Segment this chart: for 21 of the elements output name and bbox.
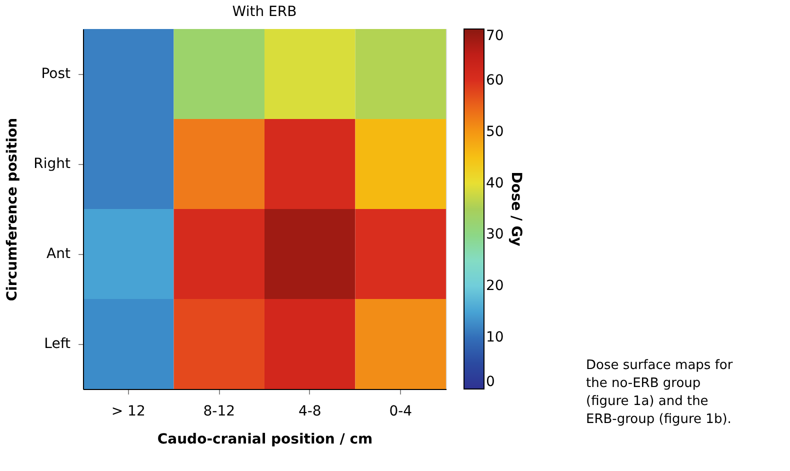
text: Dose surface maps for the no-ERB group (figure 1a) and the ERB-group (figure 1b). bbox=[586, 358, 734, 427]
color-bar-label: 30 bbox=[486, 226, 504, 243]
y-tick-label: Ant bbox=[46, 246, 71, 262]
x-tick-label: 8-12 bbox=[203, 404, 236, 420]
color-bar-label: 10 bbox=[486, 330, 504, 346]
x-tick-label: 0-4 bbox=[389, 404, 412, 420]
y-axis-title: Circumference position bbox=[4, 118, 21, 302]
y-tick-label: Right bbox=[34, 156, 71, 172]
x-tick-label: > 12 bbox=[111, 404, 146, 420]
x-axis-title: Caudo-cranial position / cm bbox=[157, 432, 373, 448]
color-bar-label: 20 bbox=[486, 278, 504, 294]
y-tick-label: Post bbox=[41, 66, 72, 82]
color-bar-label: 70 bbox=[486, 28, 504, 44]
color-bar-label: 60 bbox=[486, 72, 504, 88]
color-bar-label: 0 bbox=[486, 374, 495, 390]
x-tick-label: 4-8 bbox=[298, 404, 322, 420]
color-bar-label: 50 bbox=[486, 124, 504, 140]
y-tick-label: Left bbox=[44, 336, 72, 352]
color-bar-label: 40 bbox=[486, 175, 504, 192]
color-bar-title: Dose / Gy bbox=[508, 172, 524, 246]
chart-title: With ERB bbox=[232, 4, 297, 20]
